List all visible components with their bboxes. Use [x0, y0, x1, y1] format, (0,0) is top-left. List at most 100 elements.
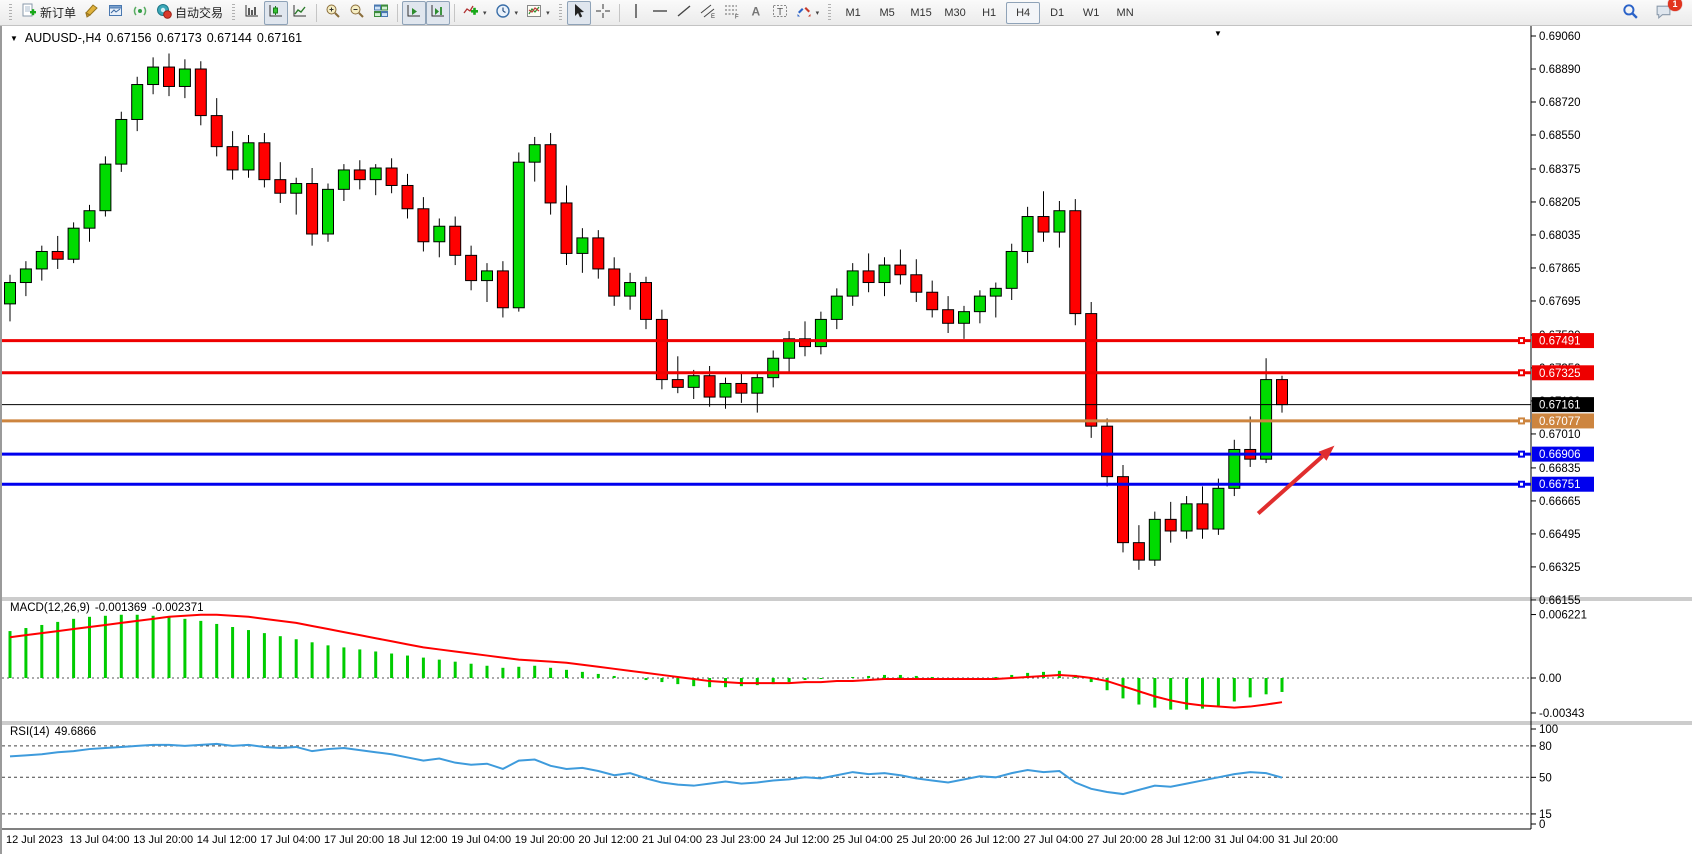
crosshair-icon — [595, 3, 611, 22]
template-icon — [526, 3, 542, 22]
templates-button[interactable]: ▾ — [522, 1, 554, 25]
chart-shift-button[interactable] — [426, 0, 451, 25]
chart-title: ▼ AUDUSD-,H4 0.67156 0.67173 0.67144 0.6… — [10, 31, 302, 45]
bar-chart-mode-button[interactable] — [240, 1, 264, 25]
styler-button[interactable] — [80, 1, 104, 25]
svg-text:0.66665: 0.66665 — [1539, 496, 1581, 508]
line-chart-icon — [292, 3, 308, 22]
timeframe-button-w1[interactable]: W1 — [1082, 6, 1100, 19]
timeframe-button-h1[interactable]: H1 — [982, 6, 997, 19]
svg-text:25 Jul 04:00: 25 Jul 04:00 — [833, 834, 893, 846]
crosshair-button[interactable] — [591, 1, 615, 25]
bar-open-value: 0.67156 — [106, 31, 152, 45]
svg-text:15: 15 — [1539, 809, 1552, 821]
toolbar-group-handle[interactable] — [558, 3, 562, 22]
chart-canvas[interactable]: 0.69060 0.68890 0.68720 0.68550 0.68375 0.682… — [2, 26, 1692, 854]
search-button[interactable] — [1618, 1, 1643, 25]
svg-text:28 Jul 12:00: 28 Jul 12:00 — [1151, 834, 1211, 846]
svg-text:19 Jul 20:00: 19 Jul 20:00 — [515, 834, 575, 846]
text-tool-button[interactable]: A — [744, 1, 768, 25]
timeframe-button-d1[interactable]: D1 — [1050, 6, 1065, 19]
arrows-tool-button[interactable]: ▾ — [792, 1, 824, 25]
svg-text:0.66325: 0.66325 — [1539, 562, 1581, 574]
equidistant-channel-tool-button[interactable]: E — [696, 1, 720, 25]
svg-text:0.67077: 0.67077 — [1539, 416, 1581, 428]
timeframe-button-m1[interactable]: M1 — [845, 6, 861, 19]
svg-text:0.68035: 0.68035 — [1539, 230, 1581, 242]
svg-text:13 Jul 04:00: 13 Jul 04:00 — [70, 834, 130, 846]
svg-text:-0.00343: -0.00343 — [1539, 708, 1584, 720]
fibonacci-tool-button[interactable]: F — [720, 1, 744, 25]
svg-text:31 Jul 20:00: 31 Jul 20:00 — [1278, 834, 1338, 846]
chart-shift-icon — [430, 3, 446, 22]
toolbar-group-handle[interactable] — [9, 3, 12, 22]
svg-text:0.66155: 0.66155 — [1539, 595, 1581, 607]
svg-text:0.68205: 0.68205 — [1539, 197, 1581, 209]
candlestick-icon — [268, 3, 284, 22]
indicators-icon — [463, 3, 479, 22]
timeframe-button-m5[interactable]: M5 — [879, 6, 895, 19]
bar-low-value: 0.67144 — [206, 31, 252, 45]
timeframe-button-mn[interactable]: MN — [1116, 6, 1134, 19]
candlestick-mode-button[interactable] — [264, 0, 289, 25]
chevron-down-icon: ▾ — [483, 9, 487, 17]
svg-text:0.67695: 0.67695 — [1539, 296, 1581, 308]
zoom-out-button[interactable] — [345, 1, 369, 25]
text-label-tool-button[interactable]: T — [768, 1, 792, 25]
fibonacci-icon: F — [724, 3, 740, 22]
timeframe-button-m30[interactable]: M30 — [944, 6, 966, 19]
chart-top-marker-icon[interactable]: ▼ — [1214, 29, 1222, 38]
cursor-button[interactable] — [566, 0, 591, 25]
svg-text:0.67010: 0.67010 — [1539, 429, 1581, 441]
svg-text:0.68720: 0.68720 — [1539, 97, 1581, 109]
horizontal-line-tool-button[interactable] — [648, 1, 672, 25]
toolbar-group-handle[interactable] — [828, 3, 832, 22]
brush-icon — [84, 3, 100, 22]
horizontal-line-icon — [652, 3, 668, 22]
market-watch-button[interactable] — [104, 1, 128, 25]
chevron-down-icon: ▾ — [815, 9, 820, 17]
svg-text:13 Jul 20:00: 13 Jul 20:00 — [133, 834, 193, 846]
zoom-in-button[interactable] — [321, 1, 345, 25]
indicators-button[interactable]: ▾ — [459, 1, 491, 25]
svg-text:0.67325: 0.67325 — [1539, 368, 1581, 380]
chart-window[interactable]: 0.69060 0.68890 0.68720 0.68550 0.68375 0.682… — [0, 26, 1692, 854]
autotrading-button[interactable]: 自动交易 — [152, 1, 227, 25]
tile-windows-icon — [373, 3, 389, 22]
svg-text:0.66835: 0.66835 — [1539, 463, 1581, 475]
tile-windows-button[interactable] — [369, 1, 393, 25]
chevron-down-icon: ▾ — [514, 9, 519, 17]
timeframe-button-m15[interactable]: M15 — [910, 6, 932, 19]
toolbar-group-handle[interactable] — [232, 3, 236, 22]
svg-text:27 Jul 20:00: 27 Jul 20:00 — [1087, 834, 1147, 846]
line-chart-mode-button[interactable] — [288, 1, 312, 25]
svg-text:14 Jul 12:00: 14 Jul 12:00 — [197, 834, 257, 846]
main-toolbar: 新订单 自动交易 — [0, 0, 1692, 26]
auto-scroll-icon — [406, 3, 422, 22]
svg-text:T: T — [777, 7, 783, 18]
svg-text:20 Jul 12:00: 20 Jul 12:00 — [578, 834, 638, 846]
signals-button[interactable] — [128, 1, 152, 25]
chevron-down-icon: ▾ — [546, 9, 550, 17]
svg-text:0.68890: 0.68890 — [1539, 64, 1581, 76]
text-label-icon: T — [772, 3, 788, 22]
cursor-icon — [571, 3, 587, 22]
trendline-tool-button[interactable] — [672, 1, 696, 25]
text-icon: A — [748, 3, 764, 22]
auto-scroll-button[interactable] — [402, 0, 427, 25]
svg-text:0.00: 0.00 — [1539, 673, 1561, 685]
new-order-button[interactable]: 新订单 — [17, 1, 80, 25]
svg-text:0.69060: 0.69060 — [1539, 31, 1581, 43]
vertical-line-tool-button[interactable] — [624, 1, 648, 25]
svg-text:0.66495: 0.66495 — [1539, 529, 1581, 541]
one-click-trading-arrow-icon[interactable]: ▼ — [10, 33, 18, 43]
periods-button[interactable]: ▾ — [491, 1, 523, 25]
toolbar-separator — [316, 3, 318, 22]
toolbar-separator — [618, 3, 620, 22]
bar-high-value: 0.67173 — [156, 31, 202, 45]
notification-badge: 1 — [1668, 0, 1682, 11]
rsi-indicator-label: RSI(14) 49.6866 — [10, 726, 96, 738]
timeframe-button-h4[interactable]: H4 — [1006, 1, 1041, 24]
notifications-button[interactable]: 1 — [1651, 0, 1682, 25]
